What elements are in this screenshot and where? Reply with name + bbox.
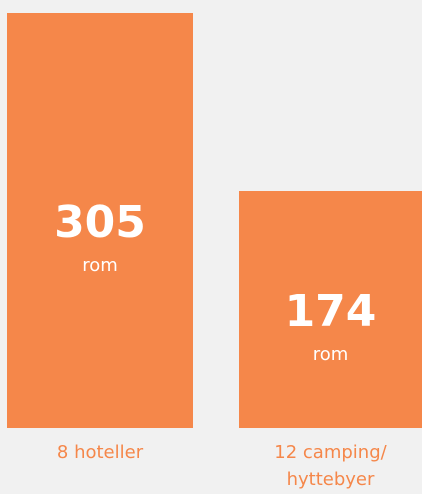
category-label: 12 camping/ hyttebyer [274, 442, 387, 490]
bar: 305 rom [7, 13, 193, 428]
value-label: 305 [54, 196, 146, 248]
value-unit: rom [312, 343, 349, 365]
bar: 174 rom [239, 191, 422, 428]
category-label: 8 hoteller [56, 442, 144, 463]
value-unit: rom [82, 254, 118, 276]
value-label: 174 [284, 285, 377, 337]
